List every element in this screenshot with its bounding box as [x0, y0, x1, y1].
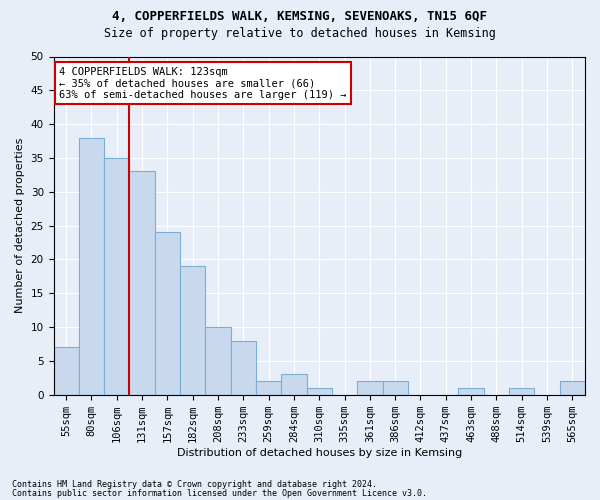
Bar — [383, 381, 408, 394]
Bar — [357, 381, 383, 394]
Bar — [79, 138, 104, 394]
Bar — [307, 388, 332, 394]
Text: 4 COPPERFIELDS WALK: 123sqm
← 35% of detached houses are smaller (66)
63% of sem: 4 COPPERFIELDS WALK: 123sqm ← 35% of det… — [59, 66, 346, 100]
Bar — [509, 388, 535, 394]
Bar — [205, 327, 230, 394]
X-axis label: Distribution of detached houses by size in Kemsing: Distribution of detached houses by size … — [176, 448, 462, 458]
Text: Size of property relative to detached houses in Kemsing: Size of property relative to detached ho… — [104, 28, 496, 40]
Bar — [130, 172, 155, 394]
Bar — [458, 388, 484, 394]
Bar — [104, 158, 130, 394]
Bar — [180, 266, 205, 394]
Bar — [281, 374, 307, 394]
Text: Contains public sector information licensed under the Open Government Licence v3: Contains public sector information licen… — [12, 488, 427, 498]
Bar — [155, 232, 180, 394]
Text: Contains HM Land Registry data © Crown copyright and database right 2024.: Contains HM Land Registry data © Crown c… — [12, 480, 377, 489]
Bar — [256, 381, 281, 394]
Text: 4, COPPERFIELDS WALK, KEMSING, SEVENOAKS, TN15 6QF: 4, COPPERFIELDS WALK, KEMSING, SEVENOAKS… — [113, 10, 487, 23]
Bar — [560, 381, 585, 394]
Bar — [53, 348, 79, 395]
Bar — [230, 340, 256, 394]
Y-axis label: Number of detached properties: Number of detached properties — [15, 138, 25, 314]
